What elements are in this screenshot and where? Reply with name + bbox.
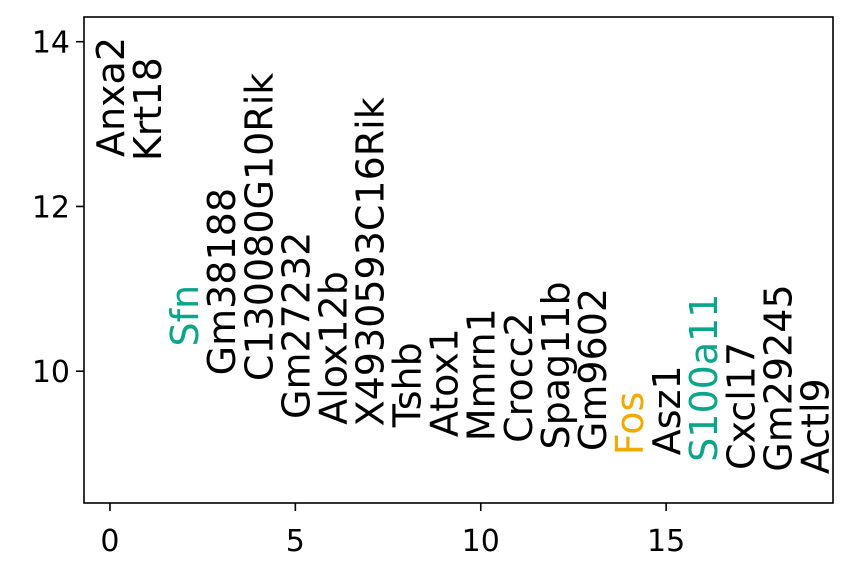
- gene-label-point: Gm9602: [571, 288, 615, 451]
- gene-label-point: Anxa2: [89, 37, 133, 157]
- gene-label-point: Spag11b: [534, 281, 578, 449]
- y-tick-label: 14: [32, 26, 70, 61]
- x-tick-label: 5: [286, 524, 305, 559]
- y-axis: 10 12 14: [32, 26, 84, 390]
- gene-label-point: Fos: [608, 392, 652, 456]
- x-tick-label: 10: [462, 524, 500, 559]
- y-tick-label: 10: [32, 355, 70, 390]
- gene-label-point: Mmrn1: [460, 308, 504, 441]
- gene-label-point: S100a11: [682, 294, 726, 462]
- x-tick-label: 15: [647, 524, 685, 559]
- gene-label-point: C130080G10Rik: [237, 73, 281, 381]
- gene-label-point: Alox12b: [311, 271, 355, 425]
- gene-label-point: Gm27232: [274, 232, 318, 419]
- gene-label-point: Sfn: [163, 285, 207, 347]
- x-tick-label: 0: [100, 524, 119, 559]
- gene-label-point: Crocc2: [497, 312, 541, 443]
- gene-label-point: Actl9: [793, 378, 837, 474]
- gene-label-point: Cxcl17: [719, 342, 763, 470]
- gene-label-point: X4930593C16Rik: [349, 97, 393, 426]
- plot-area: [83, 16, 834, 504]
- gene-label-point: Krt18: [126, 57, 170, 161]
- x-axis: 0 5 10 15: [100, 503, 685, 559]
- gene-label-point: Gm29245: [756, 284, 800, 471]
- gene-label-point: Gm38188: [200, 188, 244, 375]
- y-tick-label: 12: [32, 190, 70, 225]
- gene-label-point: Atox1: [423, 328, 467, 437]
- gene-label-point: Asz1: [645, 365, 689, 455]
- gene-label-point: Tshb: [386, 342, 430, 428]
